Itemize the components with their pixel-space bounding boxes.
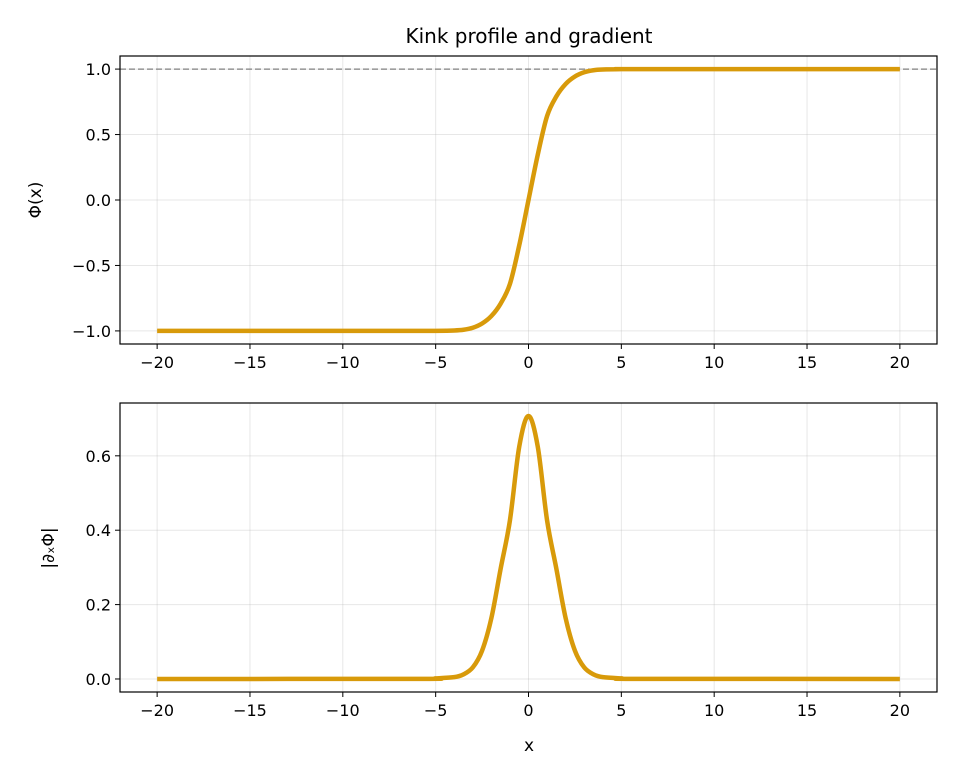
y-tick-label: −1.0 [72,322,111,341]
x-tick-label: 20 [890,701,910,720]
top-x-ticks: −20 −15 −10 −5 0 5 10 15 20 [140,344,910,372]
x-tick-label: 10 [704,701,724,720]
y-tick-label: 0.4 [86,521,111,540]
series-line [157,413,900,682]
y-tick-label: 0.6 [86,447,111,466]
top-series [157,66,900,334]
panel-top: Kink profile and gradient −20 −15 −10 −5 0 5 1… [26,24,938,372]
x-tick-label: −10 [326,701,360,720]
y-tick-label: 0.2 [86,596,111,615]
y-tick-label: 0.5 [86,126,111,145]
bottom-grid [120,403,937,692]
bottom-series [157,413,900,682]
y-tick-label: −0.5 [72,256,111,275]
x-tick-label: 0 [523,353,533,372]
top-y-axis-label: Φ(x) [26,182,46,219]
bottom-y-axis-label: |∂ₓΦ| [39,527,59,568]
top-y-ticks: −1.0 −0.5 0.0 0.5 1.0 [72,60,120,341]
x-tick-label: 5 [616,353,626,372]
y-tick-label: 0.0 [86,191,111,210]
bottom-y-ticks: 0.0 0.2 0.4 0.6 [86,447,120,689]
y-tick-label: 0.0 [86,670,111,689]
x-tick-label: −20 [140,701,174,720]
x-tick-label: −10 [326,353,360,372]
x-tick-label: −15 [233,353,267,372]
x-tick-label: 15 [797,701,817,720]
bottom-x-ticks: −20 −15 −10 −5 0 5 10 15 20 [140,692,910,720]
panel-bottom: −20 −15 −10 −5 0 5 10 15 20 0.0 0.2 0.4 0.6 |∂ₓΦ| x [39,402,938,756]
x-tick-label: −5 [424,353,448,372]
x-tick-label: 0 [523,701,533,720]
chart-title: Kink profile and gradient [405,24,652,48]
series-line [157,66,900,334]
x-tick-label: 10 [704,353,724,372]
y-tick-label: 1.0 [86,60,111,79]
x-tick-label: −5 [424,701,448,720]
x-tick-label: −20 [140,353,174,372]
x-tick-label: 20 [890,353,910,372]
x-tick-label: 5 [616,701,626,720]
bottom-x-axis-label: x [524,736,534,756]
x-tick-label: 15 [797,353,817,372]
x-tick-label: −15 [233,701,267,720]
